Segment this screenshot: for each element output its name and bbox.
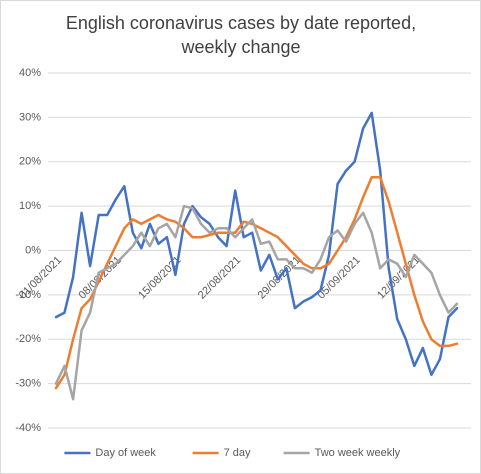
y-tick-label: -20% xyxy=(15,333,41,345)
legend-label: Two week weekly xyxy=(315,447,401,459)
y-tick-label: 40% xyxy=(19,67,41,79)
series-line xyxy=(54,204,459,401)
y-tick-label: 20% xyxy=(19,156,41,168)
y-tick-label: -30% xyxy=(15,378,41,390)
legend-label: 7 day xyxy=(224,447,251,459)
chart-title: English coronavirus cases by date report… xyxy=(65,13,417,57)
y-tick-label: -10% xyxy=(15,289,41,301)
y-tick-label: 0% xyxy=(25,244,41,256)
series-line xyxy=(54,111,459,377)
legend-label: Day of week xyxy=(95,447,156,459)
y-tick-label: -40% xyxy=(15,422,41,434)
y-tick-label: 10% xyxy=(19,200,41,212)
y-tick-label: 30% xyxy=(19,111,41,123)
series-line xyxy=(54,176,459,390)
